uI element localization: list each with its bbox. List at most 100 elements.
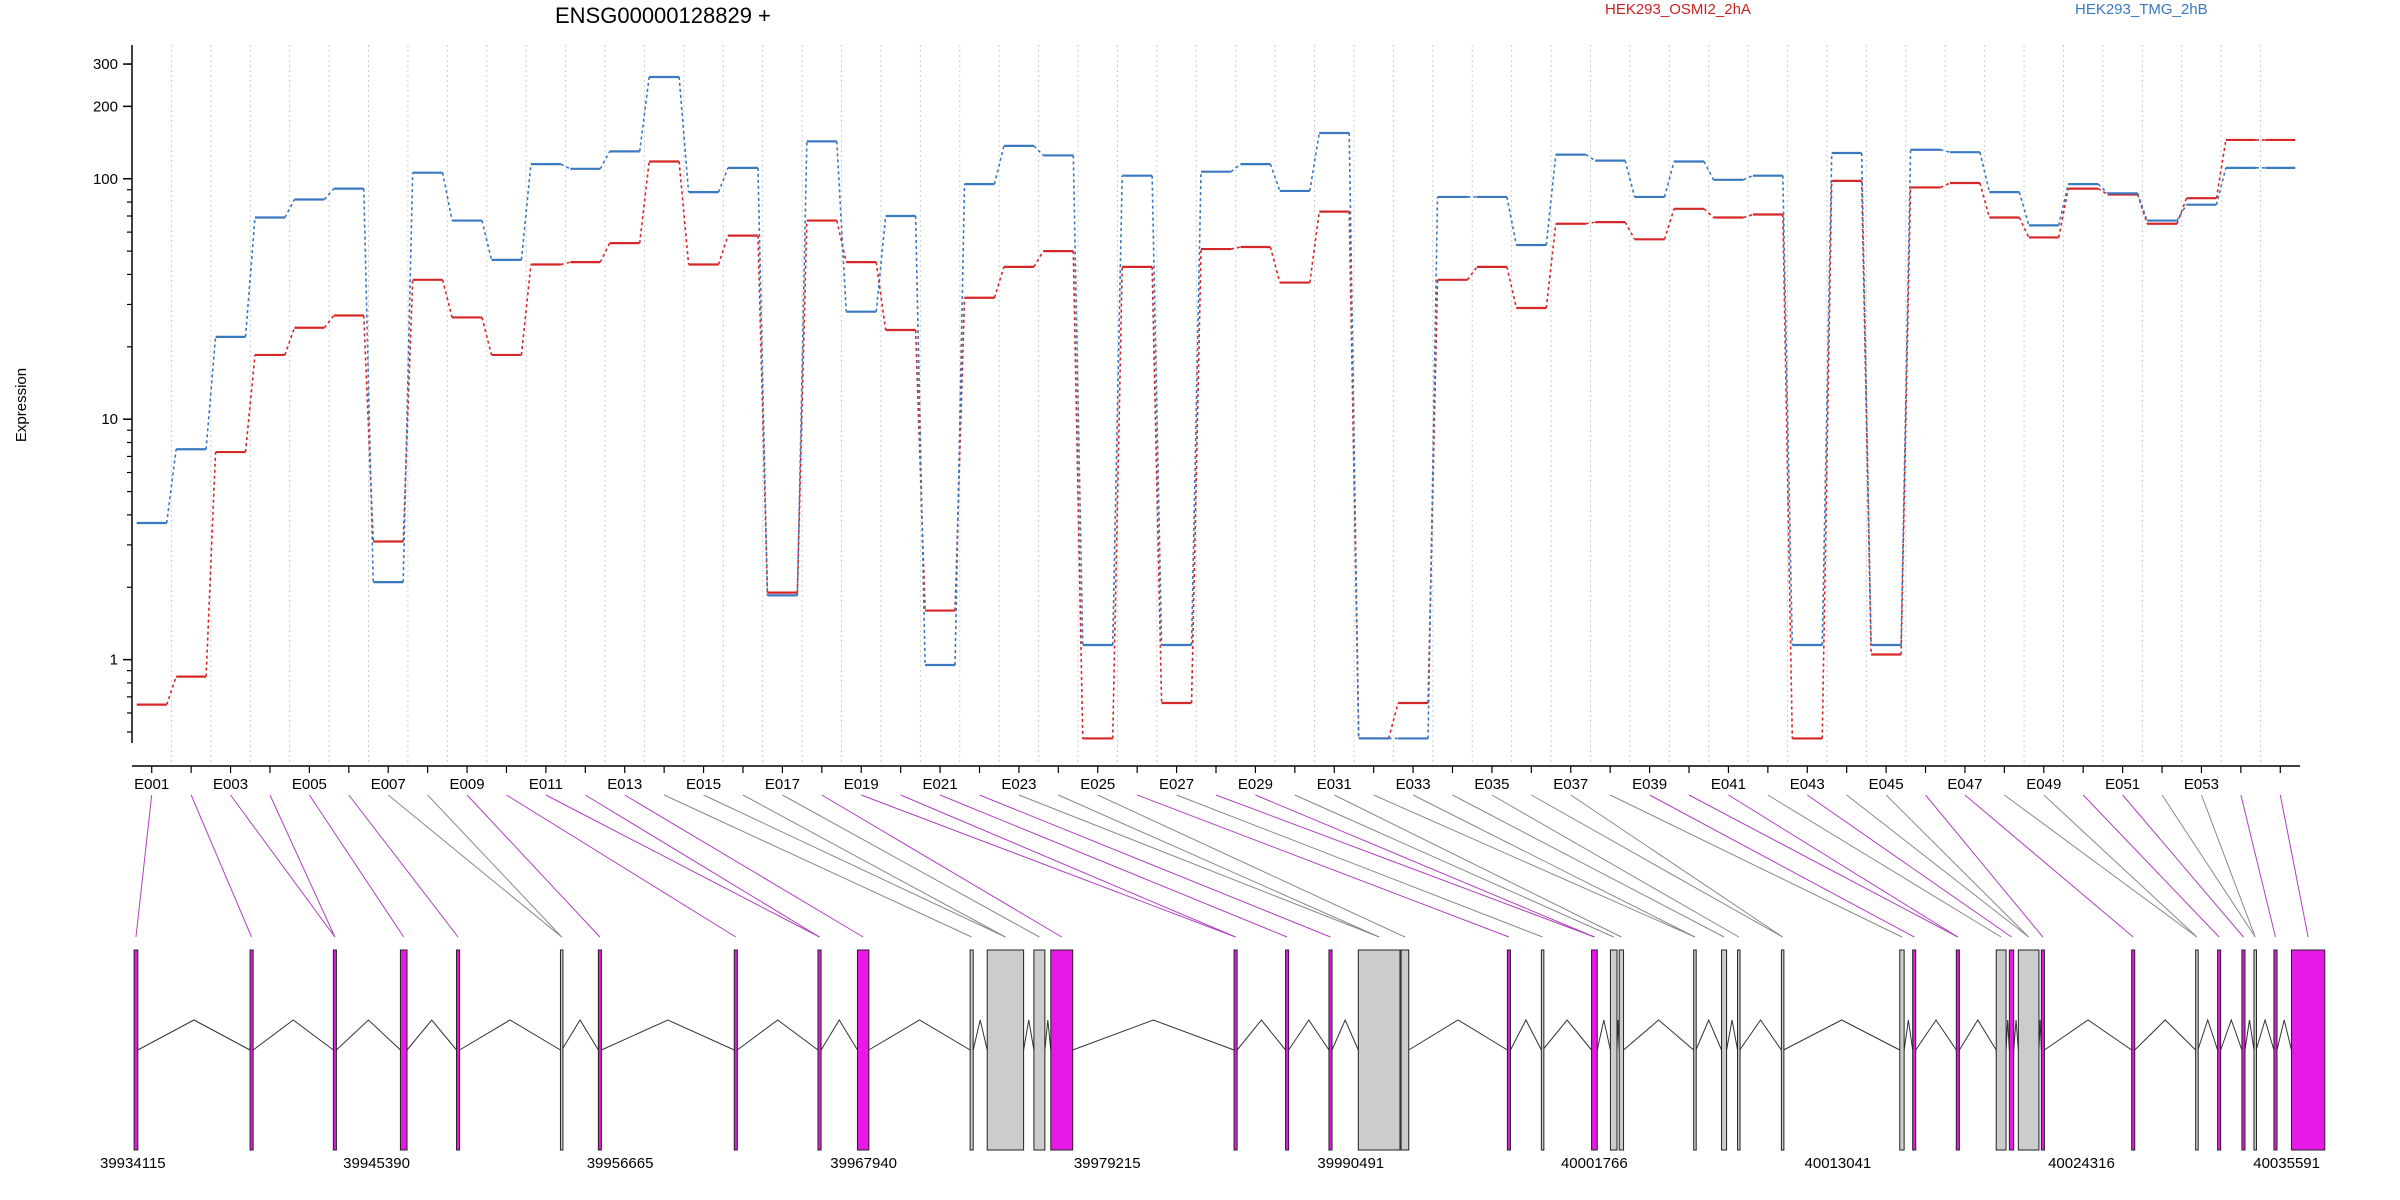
x-tick-label: E051	[2105, 776, 2140, 793]
expression-transition	[2097, 187, 2109, 196]
expression-transition	[993, 145, 1005, 185]
expression-transition	[1387, 702, 1399, 739]
exon-expressed	[2290, 949, 2326, 1151]
intron-line	[1044, 1019, 1052, 1051]
exon-connector	[348, 794, 459, 938]
exon-connector	[427, 794, 563, 938]
expression-transition	[1585, 221, 1596, 225]
x-axis-ticks: E001 E003 E005 E007 E009 E011 E013 E015 E017 E019…	[134, 766, 2281, 793]
exon-connector	[1176, 794, 1543, 938]
intron-line	[2005, 1019, 2010, 1051]
expression-transition	[323, 188, 335, 201]
expression-transition	[284, 199, 296, 218]
y-axis-ticks: 1 10 100 200 300	[93, 56, 132, 733]
intron-line	[1331, 1018, 1359, 1051]
expression-transition	[1821, 180, 1833, 739]
expression-transition	[165, 676, 177, 705]
exon-connector	[821, 794, 1063, 938]
expression-transition	[1309, 132, 1321, 192]
expression-transition	[1033, 250, 1045, 268]
expression-transition	[1860, 152, 1872, 646]
exon-other	[1899, 949, 1905, 1151]
exon-connector	[1491, 794, 1740, 938]
genomic-coordinate-label: 39956665	[587, 1155, 654, 1172]
intron-line	[1542, 1019, 1592, 1051]
genomic-coordinate-label: 39945390	[343, 1155, 410, 1172]
exon-connector	[900, 794, 1236, 938]
exon-connector	[1846, 794, 2029, 938]
exon-connector	[1728, 794, 1959, 938]
genomic-coordinate-label: 39990491	[1317, 1155, 1384, 1172]
exon-expressed	[2217, 949, 2222, 1151]
expression-transition	[1900, 149, 1912, 646]
expression-transition	[2057, 183, 2070, 226]
intron-line	[2244, 1019, 2255, 1051]
x-tick-label: E015	[686, 776, 721, 793]
x-tick-label: E039	[1632, 776, 1667, 793]
expression-transition	[1506, 266, 1518, 309]
intron-line	[1236, 1019, 1286, 1051]
x-tick-label: E017	[765, 776, 800, 793]
exon-connector	[663, 794, 972, 938]
exon-connector	[1767, 794, 2002, 938]
exon-other	[2195, 949, 2199, 1151]
exon-expressed	[1328, 949, 1333, 1151]
exon-other	[1540, 949, 1545, 1151]
x-tick-label: E001	[134, 776, 169, 793]
expression-transition	[2136, 194, 2148, 224]
exon-other	[1400, 949, 1410, 1151]
x-tick-label: E019	[844, 776, 879, 793]
intron-line	[252, 1019, 334, 1051]
exon-other	[969, 949, 974, 1151]
exon-other	[1995, 949, 2007, 1151]
x-tick-label: E035	[1474, 776, 1509, 793]
x-tick-label: E003	[213, 776, 248, 793]
x-tick-label: E041	[1711, 776, 1746, 793]
expression-transition	[165, 449, 177, 524]
exon-other	[2017, 949, 2040, 1151]
exon-expressed	[133, 949, 139, 1151]
exon-connector	[387, 794, 563, 938]
x-tick-label: E021	[923, 776, 958, 793]
exon-other	[1737, 949, 1741, 1151]
expression-transition	[1782, 175, 1794, 646]
intron-line	[1726, 1019, 1739, 1051]
exon-expressed	[1050, 949, 1074, 1151]
expression-transition	[678, 161, 690, 265]
expression-transition	[717, 235, 729, 265]
series-HEK293_TMG_2hB	[136, 75, 2296, 740]
expression-transition	[1151, 175, 1163, 646]
exon-expressed	[1912, 949, 1917, 1151]
x-tick-label: E025	[1080, 776, 1115, 793]
x-tick-label: E053	[2184, 776, 2219, 793]
expression-transition	[1703, 208, 1714, 219]
expression-transition	[2136, 193, 2148, 221]
expression-transition	[402, 172, 414, 583]
exon-connector	[1215, 794, 1595, 938]
exon-connector	[1058, 794, 1380, 938]
genomic-coordinate-label: 40001766	[1561, 1155, 1628, 1172]
expression-transition	[1151, 266, 1163, 704]
intron-line	[601, 1019, 735, 1051]
intron-line	[1739, 1019, 1782, 1051]
expression-transition	[441, 279, 453, 318]
expression-transition	[323, 314, 335, 329]
expression-transition	[954, 184, 966, 665]
expression-transition	[993, 266, 1005, 298]
exon-other	[1618, 949, 1625, 1151]
intron-line	[2220, 1018, 2243, 1051]
exon-connector	[782, 794, 1040, 938]
exon-connector	[1294, 794, 1614, 938]
exon-connector	[1806, 794, 2012, 938]
exon-connector	[2043, 794, 2198, 938]
exon-expressed	[1955, 949, 1960, 1151]
intron-line	[972, 1019, 988, 1051]
x-tick-label: E045	[1869, 776, 1904, 793]
exon-other	[1033, 949, 1046, 1151]
intron-line	[137, 1019, 251, 1051]
y-tick-label: 100	[93, 171, 118, 188]
intron-line	[1408, 1019, 1508, 1051]
exon-expressed	[817, 949, 822, 1151]
expression-transition	[1663, 208, 1675, 240]
exon-connector	[1452, 794, 1725, 938]
